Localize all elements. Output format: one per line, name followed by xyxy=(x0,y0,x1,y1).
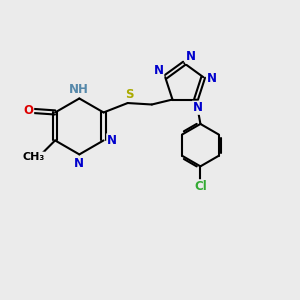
Text: N: N xyxy=(154,64,164,77)
Text: Cl: Cl xyxy=(194,180,207,193)
Text: N: N xyxy=(107,134,117,147)
Text: NH: NH xyxy=(69,82,89,95)
Text: N: N xyxy=(74,157,84,170)
Text: S: S xyxy=(125,88,134,101)
Text: N: N xyxy=(206,72,217,85)
Text: N: N xyxy=(193,101,202,114)
Text: O: O xyxy=(24,104,34,118)
Text: N: N xyxy=(186,50,196,63)
Text: CH₃: CH₃ xyxy=(22,152,44,162)
